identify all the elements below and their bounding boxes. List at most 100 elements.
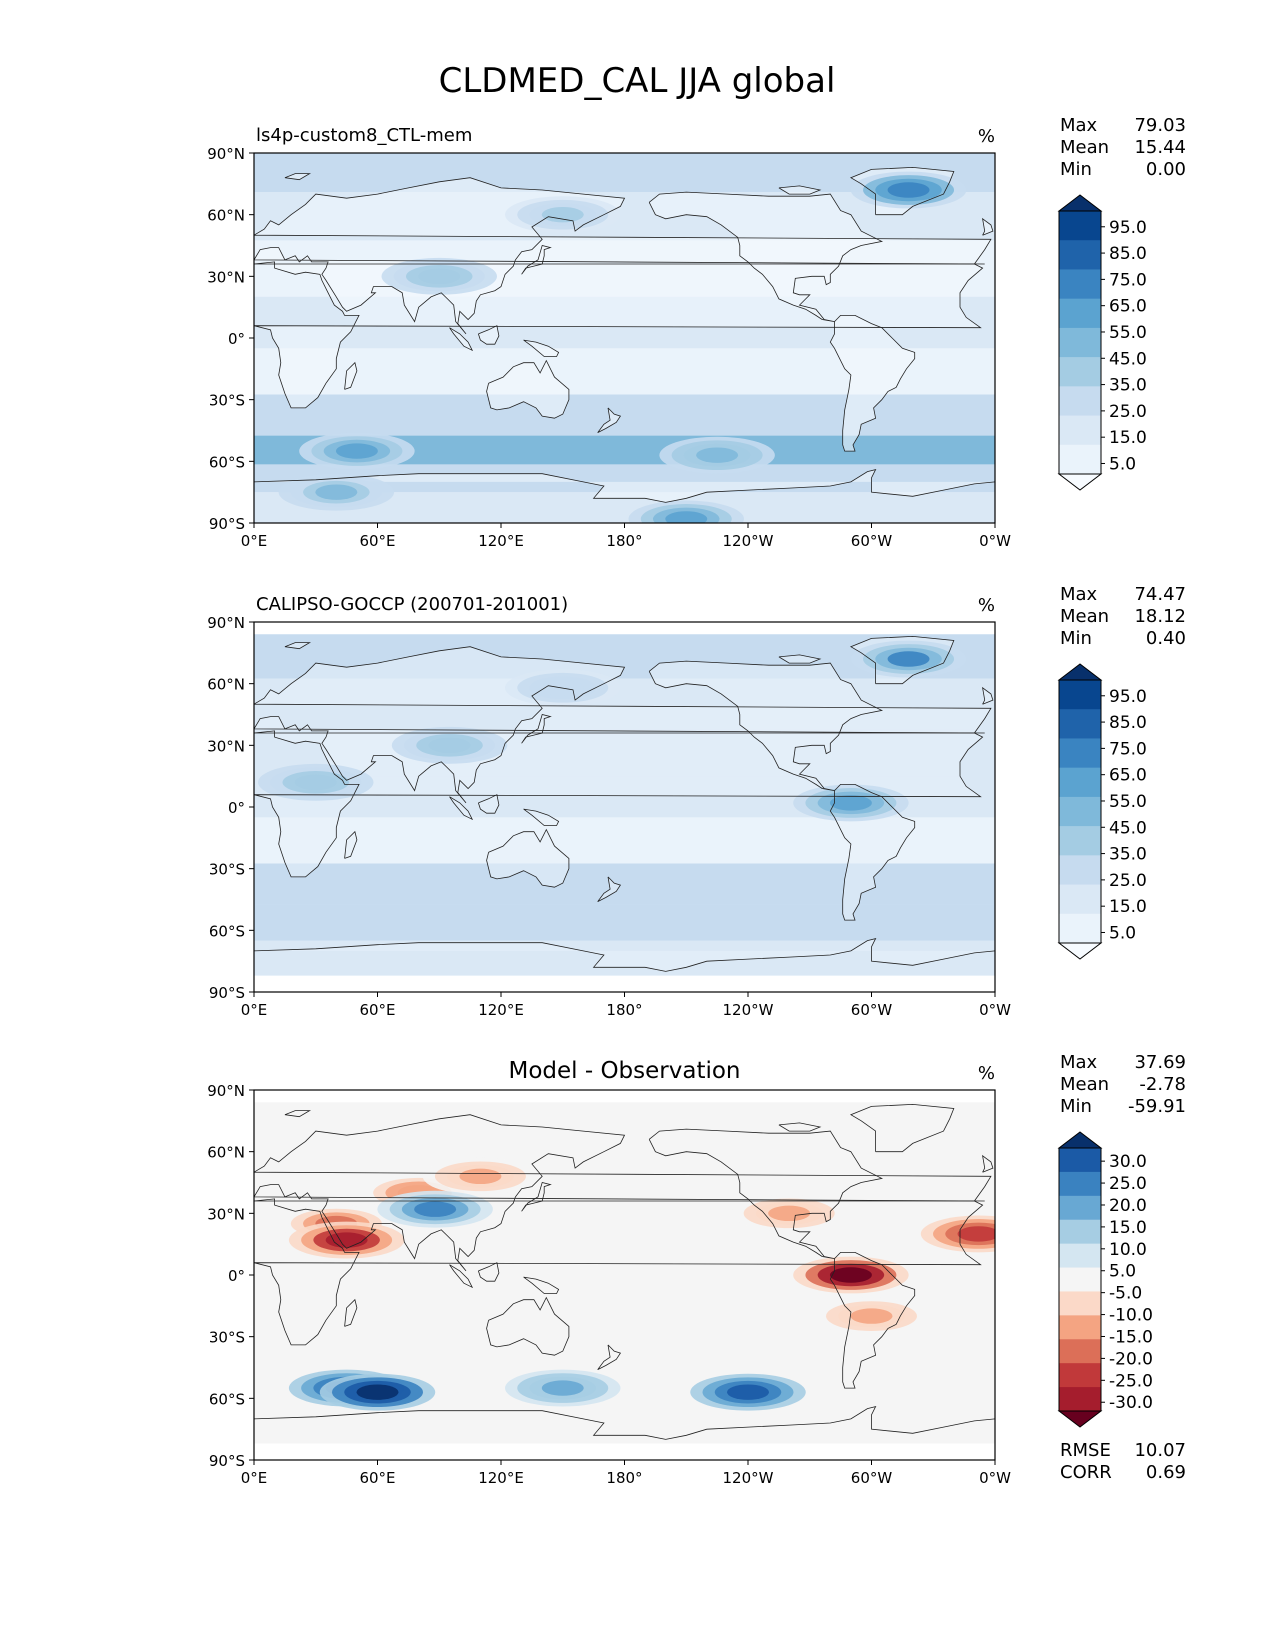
colorbar-label: -10.0 [1109,1306,1153,1326]
contour-blob [850,1308,893,1324]
colorbar-segment [1059,1363,1101,1388]
lon-tick-label: 60°W [851,1001,893,1019]
panel-units: % [978,595,995,616]
colorbar-label: 35.0 [1109,376,1147,396]
colorbar-label: 25.0 [1109,871,1147,891]
colorbar-segment [1059,415,1101,446]
contour-blob [541,1380,584,1396]
colorbar-segment [1059,298,1101,329]
contour-blob [294,774,337,791]
coastline [648,660,884,791]
land-fill [982,218,993,236]
lat-tick-label: 30°S [209,392,245,410]
lon-tick-label: 0°W [979,1001,1011,1019]
stat-label: Mean [1060,137,1109,158]
colorbar-label: 85.0 [1109,244,1147,264]
coastline [478,794,500,814]
contour-blob [887,651,930,667]
coastline [597,876,622,902]
panel-title: ls4p-custom8_CTL-mem [256,125,472,146]
coastline [521,245,552,275]
map-field [254,622,995,992]
stat-label: Mean [1060,1074,1109,1095]
contour-blob [887,182,930,198]
panel-title: CALIPSO-GOCCP (200701-201001) [256,594,568,615]
colorbar-label: 25.0 [1109,402,1147,422]
colorbar-segment [1059,1219,1101,1245]
stat-label: Max [1060,115,1098,136]
colorbar-segment [1059,211,1101,241]
stat-value: 0.00 [1146,159,1186,180]
colorbar-segment [1059,680,1101,710]
coastline [449,1264,474,1289]
coastline [486,1296,570,1356]
coastline [523,339,560,357]
lat-tick-label: 90°S [209,1452,245,1470]
lat-tick-label: 30°N [207,268,245,286]
stat-label: Min [1060,159,1092,180]
colorbar-segment [1059,826,1101,856]
lat-tick-label: 0° [228,1267,245,1285]
lon-tick-label: 120°E [478,1001,524,1019]
stat-label: Max [1060,584,1098,605]
colorbar-segment [1059,1267,1101,1292]
coastline [849,166,955,216]
colorbar-label: 65.0 [1109,297,1147,317]
stat-value: 37.69 [1134,1052,1186,1073]
lon-tick-label: 120°W [723,1001,774,1019]
panel-title: Model - Observation [508,1058,740,1084]
colorbar-extend-top [1057,194,1103,212]
colorbar-frame [1058,679,1102,944]
colorbar-label: -30.0 [1109,1393,1153,1413]
land-fill [254,938,995,972]
contour-blob [315,484,358,500]
lon-tick-label: 120°W [723,532,774,550]
coastline [849,1103,955,1153]
colorbar-segment [1059,1243,1101,1269]
stat-value: 74.47 [1134,584,1186,605]
coastline [254,1198,984,1346]
coastline [521,714,552,744]
lat-tick-label: 0° [228,330,245,348]
field-band [254,394,995,436]
contour-blob [325,1232,368,1248]
colorbar-frame [1058,1147,1102,1412]
stat-label: Max [1060,1052,1098,1073]
land-fill [449,327,473,351]
lon-tick-label: 0°W [979,532,1011,550]
lat-tick-label: 90°N [207,1082,245,1100]
lat-tick-label: 60°N [207,207,245,225]
land-fill [254,646,991,803]
land-fill [344,362,357,390]
lat-tick-label: 90°N [207,614,245,632]
colorbar-segment [1059,386,1101,417]
coastline [344,361,358,390]
lat-tick-label: 30°S [209,1329,245,1347]
colorbar-segment [1059,327,1101,358]
coastline [254,1406,995,1440]
lat-tick-label: 0° [228,799,245,817]
contour-blob [356,1384,399,1400]
coastline [486,359,570,419]
contour-blob [335,443,378,459]
land-fill [478,794,499,814]
land-fill [649,192,882,322]
colorbar-extend-bottom [1057,942,1103,960]
colorbar-segment [1059,1291,1101,1316]
lon-tick-label: 120°W [723,1469,774,1487]
land-fill [982,687,993,705]
colorbar-frame [1058,210,1102,475]
land-fill [486,829,569,888]
coastline [829,1252,916,1389]
lat-tick-label: 60°S [209,453,245,471]
metric-value: 10.07 [1134,1440,1186,1461]
lat-tick-label: 60°S [209,1390,245,1408]
colorbar-label: 45.0 [1109,349,1147,369]
lon-tick-label: 0°E [241,1469,268,1487]
contour-blob [829,1267,872,1283]
coastline [449,796,474,821]
colorbar-segment [1059,357,1101,387]
colorbar-label: 20.0 [1109,1196,1147,1216]
coastline [523,808,560,826]
colorbar-label: 5.0 [1109,454,1136,474]
